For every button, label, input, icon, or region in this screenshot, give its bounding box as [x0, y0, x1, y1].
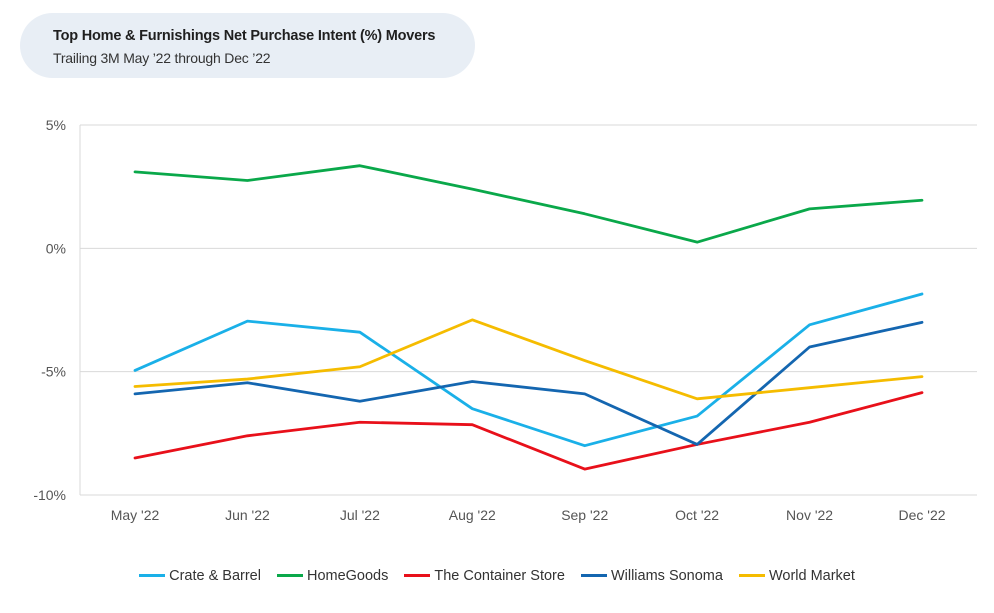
title-panel: Top Home & Furnishings Net Purchase Inte…: [20, 13, 475, 78]
x-tick-label: Dec '22: [898, 507, 945, 523]
legend-item-williams-sonoma: Williams Sonoma: [580, 568, 723, 584]
legend-item-crate-barrel: Crate & Barrel: [139, 568, 261, 584]
legend-swatch: [276, 573, 303, 577]
legend-label: Williams Sonoma: [610, 568, 723, 584]
x-tick-label: Jun '22: [225, 507, 270, 523]
series-line-crate-barrel: [133, 292, 924, 448]
x-tick-label: Sep '22: [561, 507, 608, 523]
y-tick-label: -5%: [41, 364, 66, 380]
chart-title: Top Home & Furnishings Net Purchase Inte…: [53, 28, 436, 44]
legend-item-homegoods: HomeGoods: [276, 568, 389, 584]
x-tick-label: Oct '22: [675, 507, 719, 523]
x-tick-label: Jul '22: [340, 507, 380, 523]
series-line-the-container-store: [133, 391, 924, 471]
legend-label: Crate & Barrel: [169, 568, 261, 584]
x-tick-label: Nov '22: [786, 507, 833, 523]
legend-item-the-container-store: The Container Store: [404, 568, 565, 584]
y-tick-label: -10%: [33, 487, 66, 503]
legend-label: The Container Store: [434, 568, 565, 584]
chart-subtitle: Trailing 3M May ’22 through Dec ’22: [53, 50, 271, 66]
legend-swatch: [738, 573, 765, 577]
x-tick-label: Aug '22: [449, 507, 496, 523]
legend-label: World Market: [768, 568, 855, 584]
x-tick-label: May '22: [111, 507, 160, 523]
series-line-world-market: [133, 318, 924, 401]
legend-item-world-market: World Market: [738, 568, 855, 584]
series-line-williams-sonoma: [133, 320, 924, 446]
legend-swatch: [404, 573, 431, 577]
line-chart: 5% 0% -5% -10% May '22 Jun '22 Jul '22 Aug '22 S…: [33, 117, 977, 523]
y-tick-label: 0%: [46, 240, 66, 256]
series-line-homegoods: [133, 164, 924, 244]
legend-swatch: [139, 573, 166, 577]
legend-label: HomeGoods: [306, 568, 389, 584]
chart-legend: Crate & Barrel HomeGoods The Container Sto…: [0, 568, 994, 584]
y-tick-label: 5%: [46, 117, 66, 133]
legend-swatch: [580, 573, 607, 577]
